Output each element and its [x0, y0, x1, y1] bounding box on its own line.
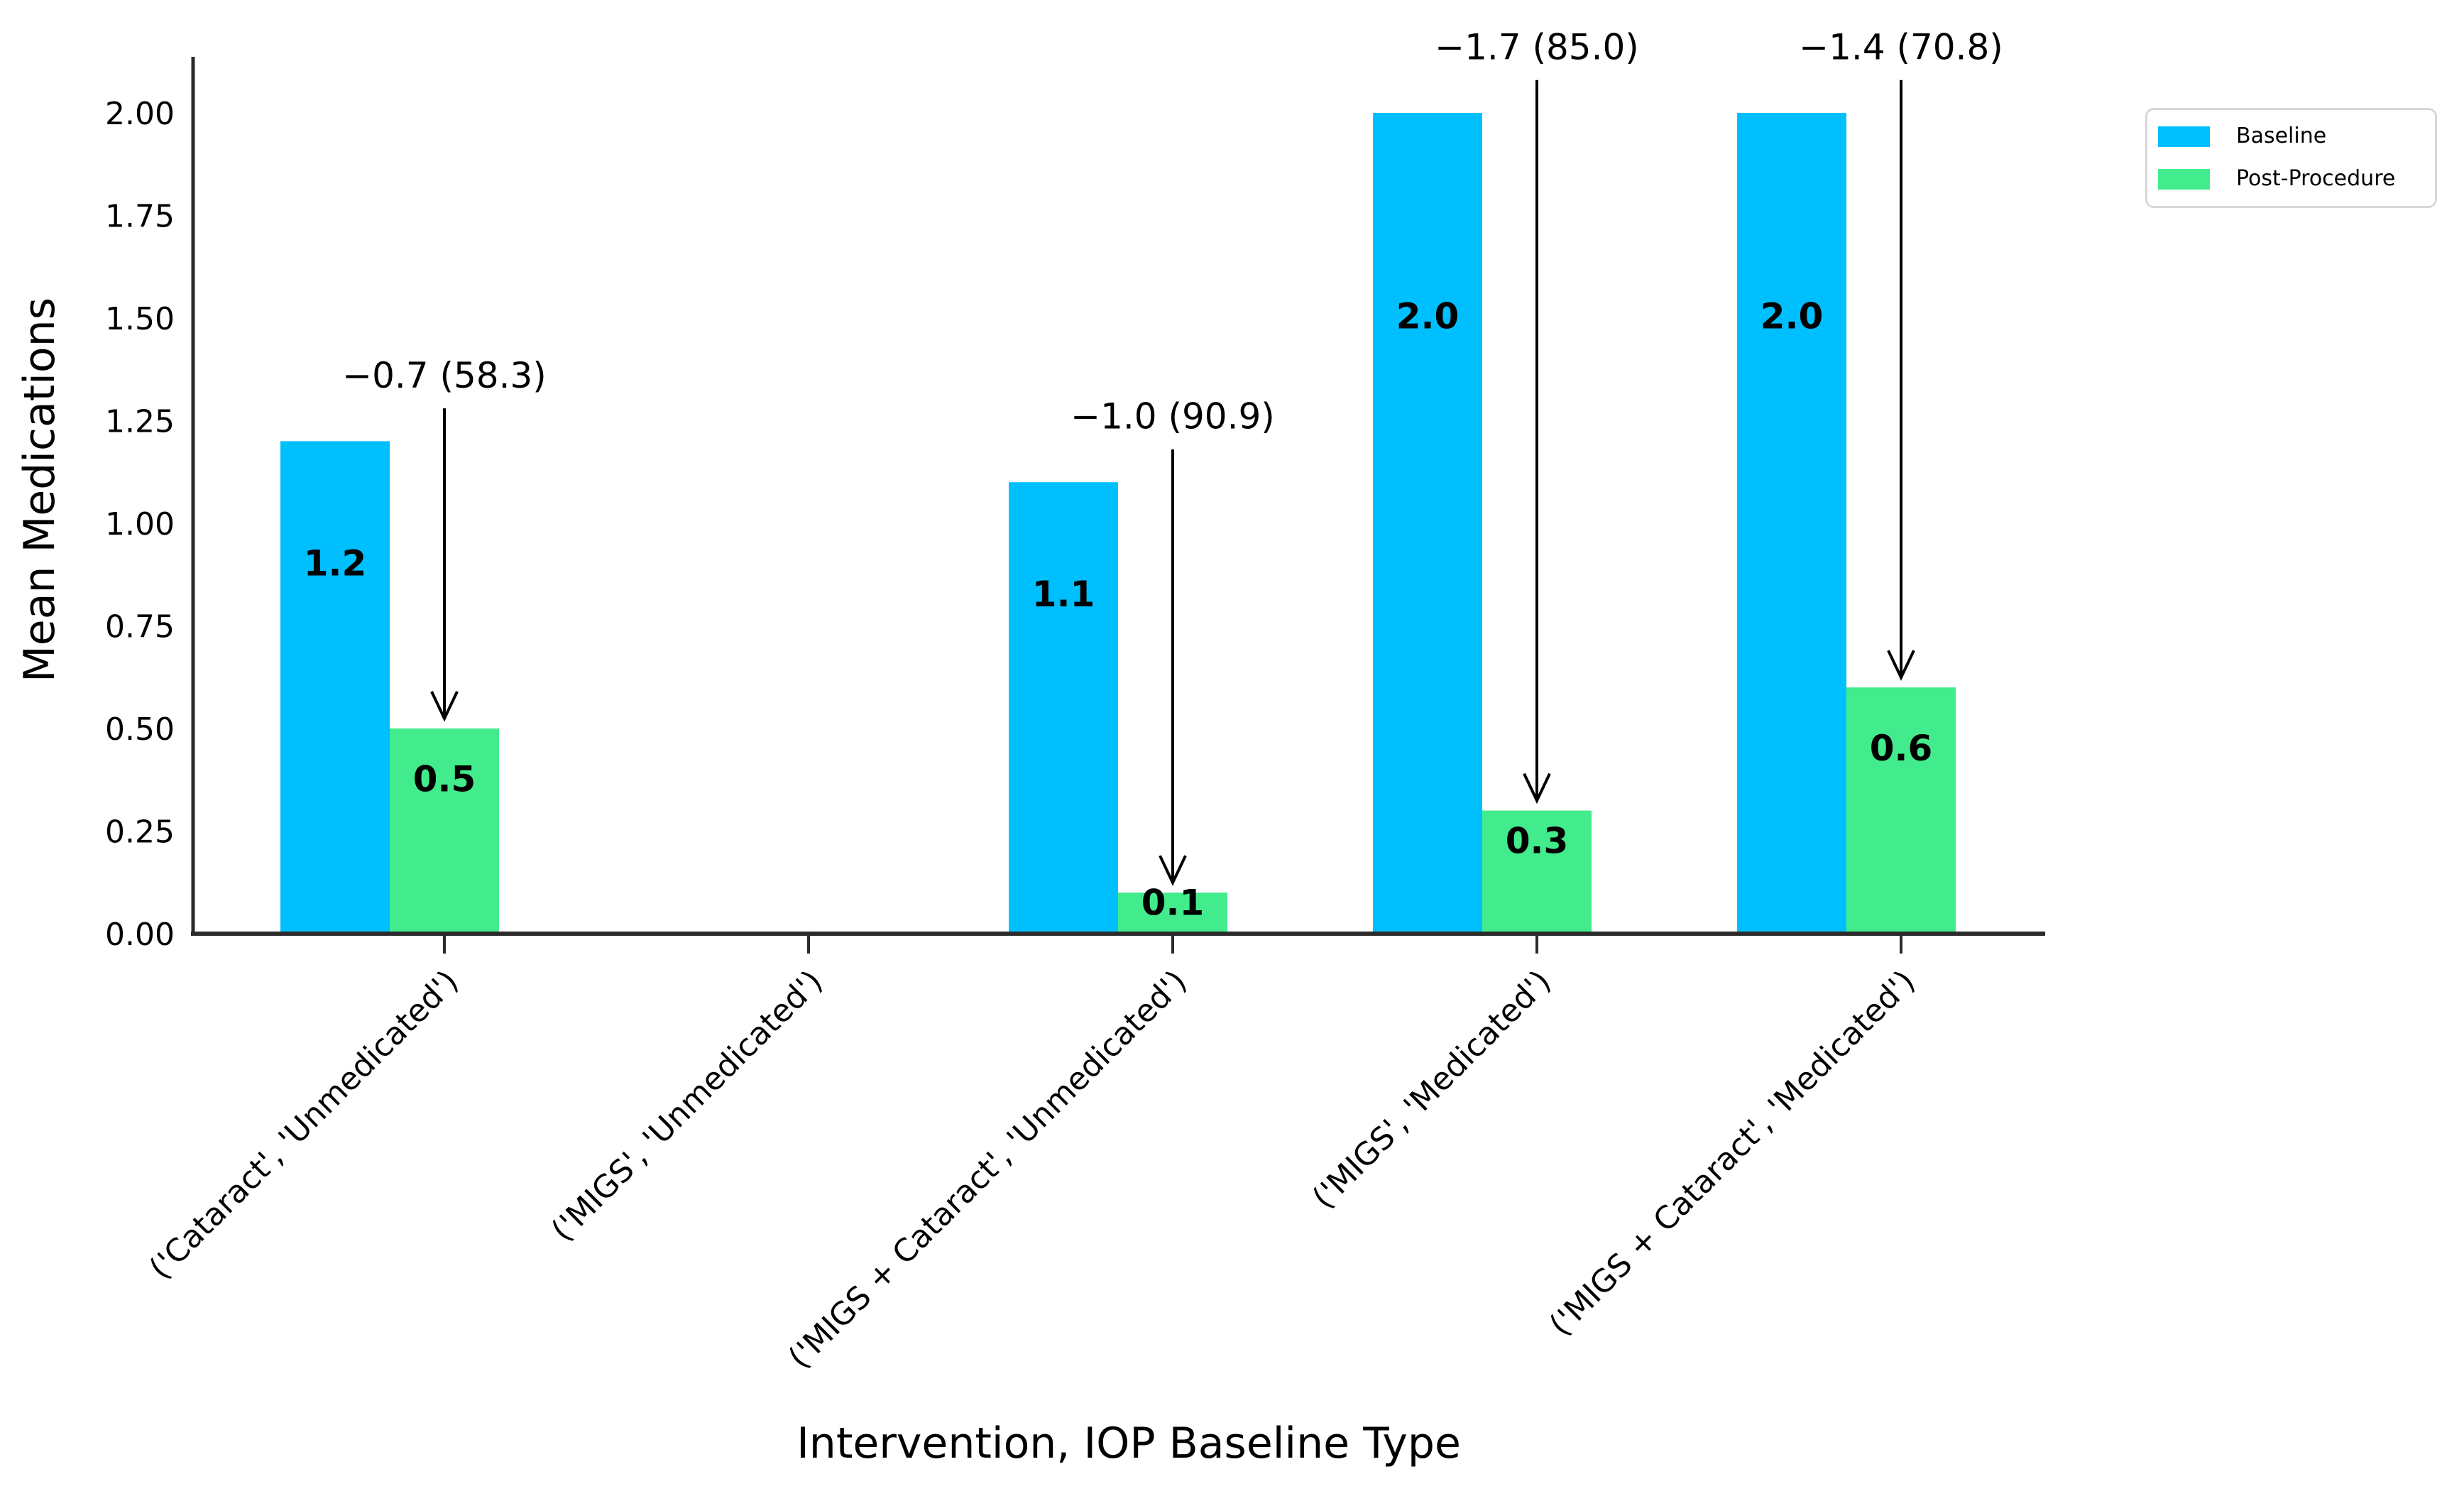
y-tick-label-5: 1.25: [105, 404, 175, 440]
post-procedure-swatch-icon: [2158, 168, 2210, 190]
y-tick-label-4: 1.00: [105, 506, 175, 542]
bar-label-post-procedure-0: 0.5: [413, 759, 476, 800]
legend-item-post-procedure: Post-Procedure: [2158, 168, 2435, 190]
y-tick-label-0: 0.00: [105, 917, 175, 953]
y-tick-label-2: 0.50: [105, 711, 175, 748]
annotation-text-3: −1.4 (70.8): [1799, 27, 2003, 68]
bar-label-baseline-2: 1.1: [1032, 574, 1095, 615]
annotation-arrowhead-icon-0: [430, 691, 459, 722]
y-tick-label-1: 0.25: [105, 814, 175, 851]
x-tick-label-1: ('MIGS', 'Unmedicated'): [544, 963, 830, 1249]
bar-baseline-2: [1009, 482, 1118, 934]
bar-post-procedure-3: [1482, 810, 1592, 934]
bar-label-baseline-4: 2.0: [1761, 296, 1824, 337]
annotation-arrowhead-icon-3: [1887, 650, 1915, 681]
bar-label-post-procedure-2: 0.1: [1141, 883, 1205, 924]
bar-label-post-procedure-3: 0.3: [1506, 821, 1569, 862]
x-tick-label-4: ('MIGS + Cataract', 'Medicated'): [1543, 963, 1922, 1343]
y-tick-label-3: 0.75: [105, 609, 175, 645]
legend-label-post-procedure: Post-Procedure: [2236, 166, 2396, 191]
bar-baseline-3: [1373, 113, 1482, 934]
y-axis-title: Mean Medications: [15, 297, 65, 682]
annotation-text-2: −1.7 (85.0): [1435, 27, 1639, 68]
bar-baseline-0: [280, 441, 390, 934]
baseline-swatch-icon: [2158, 126, 2210, 147]
legend-item-baseline: Baseline: [2158, 126, 2435, 147]
legend: Baseline Post-Procedure: [2145, 108, 2437, 208]
bar-baseline-4: [1737, 113, 1846, 934]
annotation-arrowhead-icon-2: [1523, 772, 1551, 804]
y-tick-label-6: 1.50: [105, 301, 175, 337]
bar-post-procedure-0: [390, 728, 499, 934]
bar-label-post-procedure-4: 0.6: [1870, 728, 1933, 769]
y-tick-label-8: 2.00: [105, 96, 175, 132]
y-tick-label-7: 1.75: [105, 199, 175, 235]
bar-label-baseline-3: 2.0: [1396, 296, 1460, 337]
bar-post-procedure-2: [1118, 892, 1227, 934]
x-tick-label-0: ('Cataract', 'Unmedicated'): [143, 963, 466, 1287]
x-axis-title: Intervention, IOP Baseline Type: [796, 1419, 1461, 1468]
x-tick-label-3: ('MIGS', 'Medicated'): [1305, 963, 1558, 1216]
annotation-text-0: −0.7 (58.3): [342, 355, 547, 396]
annotation-arrowhead-icon-1: [1159, 855, 1187, 886]
x-tick-label-2: ('MIGS + Cataract', 'Unmedicated'): [782, 963, 1194, 1376]
legend-label-baseline: Baseline: [2236, 124, 2327, 148]
bar-label-baseline-0: 1.2: [304, 542, 367, 584]
bar-post-procedure-4: [1846, 687, 1956, 934]
annotation-text-1: −1.0 (90.9): [1071, 396, 1275, 437]
